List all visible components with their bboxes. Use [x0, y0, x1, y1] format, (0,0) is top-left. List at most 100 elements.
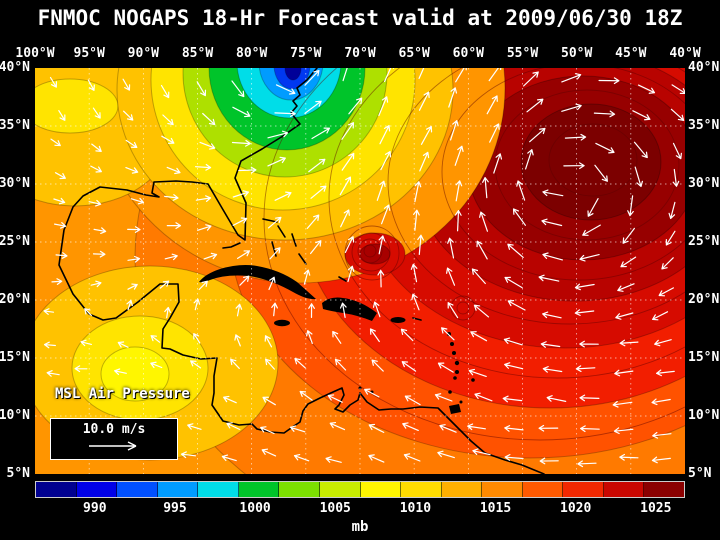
wind-arrow	[197, 224, 212, 231]
wind-arrow	[54, 222, 67, 229]
wind-arrow	[627, 195, 634, 217]
wind-arrow	[195, 195, 212, 202]
wind-arrow	[542, 189, 564, 197]
colorbar-segment	[563, 482, 604, 497]
island-puerto-rico	[390, 317, 406, 323]
grid-lines	[35, 68, 685, 474]
wind-arrow	[577, 460, 597, 468]
lat-label: 15°N	[0, 350, 30, 365]
wind-arrow	[304, 69, 320, 86]
colorbar-tick-label: 1000	[239, 501, 271, 516]
wind-arrow	[619, 339, 639, 347]
wind-arrow	[289, 425, 306, 433]
wind-arrow	[198, 280, 208, 291]
wind-arrow	[378, 235, 386, 255]
wind-arrow	[651, 456, 671, 464]
colorbar-segment	[198, 482, 239, 497]
wind-arrow	[507, 300, 526, 311]
wind-arrow	[671, 84, 685, 95]
wind-arrow	[235, 303, 243, 317]
wind-arrow	[661, 257, 674, 270]
wind-arrow	[368, 454, 385, 463]
wind-arrow	[293, 453, 310, 462]
wind-arrow	[472, 448, 491, 456]
wind-arrow	[470, 331, 488, 342]
wind-arrow	[384, 68, 395, 83]
islands-lesser-antilles	[358, 332, 475, 414]
wind-arrow	[670, 108, 685, 121]
wind-arrow	[403, 453, 421, 462]
island-jamaica	[274, 319, 290, 327]
wind-arrow	[658, 287, 675, 297]
wind-arrow	[122, 110, 134, 121]
lat-label: 15°N	[688, 350, 720, 365]
wind-arrow	[400, 328, 414, 342]
wind-arrow	[341, 152, 355, 171]
lat-label: 25°N	[688, 234, 720, 249]
wind-arrow	[187, 423, 202, 430]
wind-arrow	[418, 68, 429, 79]
wind-arrow	[164, 306, 171, 319]
wind-arrow	[489, 123, 500, 143]
lat-label: 5°N	[688, 466, 712, 481]
wind-arrow	[90, 165, 102, 173]
wind-arrow	[51, 278, 63, 285]
wind-arrow	[267, 216, 282, 229]
wind-arrow	[372, 301, 381, 318]
lat-label: 30°N	[0, 176, 30, 191]
wind-arrow	[542, 252, 564, 261]
wind-arrow	[579, 394, 600, 402]
wind-arrow	[526, 98, 544, 113]
wind-arrow	[479, 211, 488, 232]
wind-arrow	[455, 68, 467, 83]
page-title: FNMOC NOGAPS 18-Hr Forecast valid at 200…	[37, 6, 683, 30]
wind-arrow	[166, 222, 182, 229]
wind-arrow	[80, 339, 93, 347]
colorbar-tick-label: 990	[83, 501, 107, 516]
wind-arrow	[637, 84, 656, 94]
wind-arrow	[166, 166, 181, 175]
wind-arrow	[232, 106, 251, 118]
wind-arrow	[672, 168, 680, 187]
wind-arrow	[540, 341, 561, 348]
wind-arrow	[594, 164, 608, 182]
wind-arrow	[582, 224, 601, 236]
wind-arrow	[303, 269, 311, 285]
wind-arrow	[161, 135, 175, 144]
lon-label: 100°W	[15, 46, 55, 61]
wind-arrow	[476, 240, 488, 260]
wind-arrow	[454, 210, 462, 232]
wind-arrow	[308, 303, 315, 318]
colorbar-segment	[279, 482, 320, 497]
pressure-field	[35, 68, 685, 474]
wind-arrow	[202, 112, 216, 126]
colorbar-segment	[482, 482, 523, 497]
lat-label: 35°N	[688, 118, 720, 133]
wind-arrow	[504, 276, 523, 289]
wind-arrow	[311, 127, 331, 140]
wind-arrow	[504, 454, 524, 461]
wind-arrow	[563, 162, 585, 170]
wind-arrow	[339, 302, 347, 318]
lon-label: 40°W	[669, 46, 701, 61]
wind-arrow	[420, 126, 433, 145]
wind-arrow	[226, 422, 241, 431]
colorbar-segment	[157, 482, 199, 497]
wind-arrow	[327, 394, 343, 403]
wind-arrow	[441, 327, 455, 341]
wind-arrow	[482, 176, 489, 199]
wind-arrow	[507, 243, 524, 258]
wind-arrow	[502, 395, 523, 403]
wind-arrow	[340, 209, 350, 228]
wind-arrow	[87, 79, 95, 91]
wind-arrow	[672, 142, 682, 160]
wind-arrow	[339, 176, 352, 196]
wind-arrow	[341, 122, 355, 140]
wind-arrow	[348, 97, 363, 115]
wind-arrow	[525, 149, 534, 170]
wind-arrow	[267, 156, 286, 167]
wind-arrow	[486, 95, 498, 115]
islands-bahamas	[262, 218, 422, 321]
wind-arrow	[411, 293, 420, 311]
wind-arrow	[55, 252, 68, 259]
